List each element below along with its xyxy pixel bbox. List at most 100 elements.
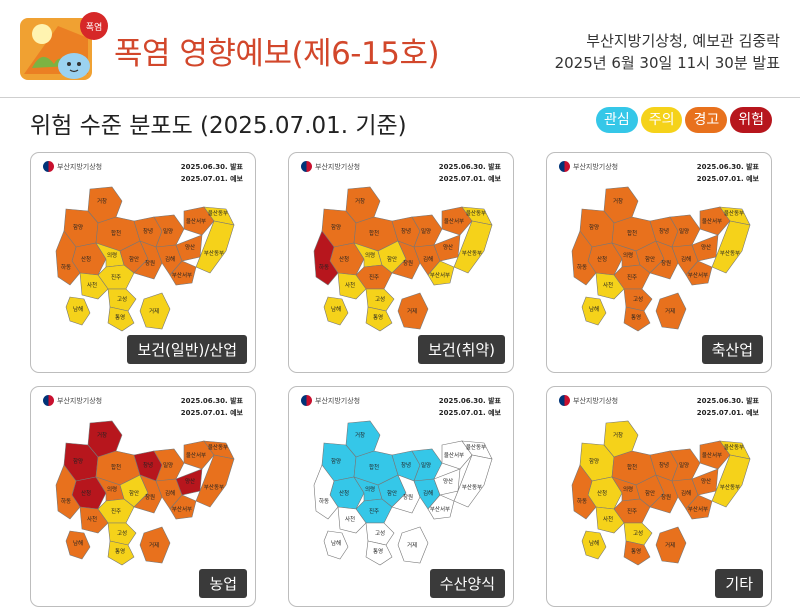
kma-emblem-icon (559, 161, 570, 172)
forecast-date: 2025.07.01. 예보 (438, 175, 501, 183)
region-거제 (655, 292, 687, 330)
region-label: 거제 (665, 307, 675, 315)
region-하동 (55, 464, 81, 520)
card-dates: 2025.06.30. 발표 2025.07.01. 예보 (439, 161, 501, 185)
region-남해 (65, 530, 91, 560)
region-거제 (397, 526, 429, 564)
region-label: 창녕 (401, 461, 411, 469)
region-label: 울산서부 (702, 451, 722, 459)
region-통영 (365, 540, 393, 566)
region-label: 산청 (339, 255, 349, 263)
card-dates: 2025.06.30. 발표 2025.07.01. 예보 (439, 395, 501, 419)
region-label: 밀양 (163, 461, 173, 469)
region-사천 (595, 272, 625, 300)
region-label: 남해 (589, 305, 599, 313)
region-label: 진주 (627, 507, 637, 515)
region-label: 김해 (681, 255, 691, 263)
region-label: 하동 (61, 497, 71, 505)
agency-label: 부산지방기상청 (301, 395, 360, 406)
region-부산동부 (195, 454, 235, 508)
region-울산서부 (183, 206, 215, 236)
region-남해 (581, 530, 607, 560)
agency-text: 부산지방기상청 (573, 162, 619, 171)
region-label: 고성 (375, 295, 385, 303)
region-거제 (655, 526, 687, 564)
issued-date: 2025.06.30. 발표 (180, 163, 243, 171)
region-label: 통영 (115, 547, 125, 555)
region-label: 남해 (73, 305, 83, 313)
region-label: 의령 (107, 485, 117, 493)
region-하동 (571, 230, 597, 286)
region-label: 하동 (319, 263, 329, 271)
region-label: 함안 (645, 489, 655, 497)
region-label: 양산 (185, 243, 195, 251)
region-label: 하동 (319, 497, 329, 505)
region-label: 울산동부 (208, 209, 228, 217)
region-label: 통영 (631, 313, 641, 321)
region-label: 산청 (339, 489, 349, 497)
region-label: 통영 (373, 547, 383, 555)
logo-badge-text: 폭염 (86, 22, 103, 33)
region-부산서부 (169, 260, 197, 286)
issued-date: 2025.06.30. 발표 (696, 397, 759, 405)
region-사천 (337, 506, 367, 534)
region-label: 김해 (165, 255, 175, 263)
region-label: 함양 (589, 457, 599, 465)
agency-label: 부산지방기상청 (559, 395, 618, 406)
region-울산서부 (441, 440, 473, 470)
region-통영 (365, 306, 393, 332)
region-통영 (623, 306, 651, 332)
region-울산서부 (441, 206, 473, 236)
region-울산서부 (183, 440, 215, 470)
issued-date: 2025.06.30. 발표 (180, 397, 243, 405)
region-label: 함안 (387, 489, 397, 497)
region-label: 남해 (331, 539, 341, 547)
sector-label: 기타 (715, 569, 763, 598)
region-label: 부산동부 (462, 483, 482, 491)
heatwave-logo-icon: 폭염 (20, 12, 108, 80)
region-label: 울산서부 (444, 451, 464, 459)
forecast-date: 2025.07.01. 예보 (438, 409, 501, 417)
region-label: 창원 (661, 259, 671, 267)
region-label: 함양 (331, 223, 341, 231)
forecast-date: 2025.07.01. 예보 (180, 409, 243, 417)
region-label: 거제 (407, 307, 417, 315)
region-남해 (581, 296, 607, 326)
region-label: 거창 (355, 431, 365, 439)
region-label: 함양 (73, 223, 83, 231)
header: 폭염 폭염 영향예보(제6-15호) 부산지방기상청, 예보관 김중락 2025… (0, 0, 800, 92)
region-label: 거제 (149, 307, 159, 315)
region-label: 부산서부 (688, 505, 708, 513)
legend-warning: 경고 (685, 107, 728, 133)
agency-text: 부산지방기상청 (57, 396, 103, 405)
region-label: 함양 (73, 457, 83, 465)
region-label: 함안 (645, 255, 655, 263)
forecast-date: 2025.07.01. 예보 (696, 175, 759, 183)
region-label: 함안 (129, 255, 139, 263)
region-label: 고성 (117, 295, 127, 303)
region-남해 (65, 296, 91, 326)
region-부산서부 (685, 494, 713, 520)
region-고성 (623, 288, 653, 312)
region-고성 (365, 522, 395, 546)
region-label: 합천 (369, 229, 379, 237)
region-label: 남해 (589, 539, 599, 547)
agency-label: 부산지방기상청 (301, 161, 360, 172)
region-label: 의령 (107, 251, 117, 259)
region-부산동부 (711, 220, 751, 274)
agency-label: 부산지방기상청 (559, 161, 618, 172)
region-label: 거제 (665, 541, 675, 549)
region-label: 거창 (97, 197, 107, 205)
region-label: 고성 (633, 529, 643, 537)
region-label: 거창 (613, 197, 623, 205)
region-label: 합천 (627, 463, 637, 471)
region-label: 울산동부 (724, 443, 744, 451)
agency-text: 부산지방기상청 (315, 162, 361, 171)
region-label: 밀양 (679, 227, 689, 235)
risk-legend: 관심 주의 경고 위험 (595, 107, 772, 133)
region-부산동부 (453, 454, 493, 508)
region-통영 (107, 306, 135, 332)
sector-label: 보건(일반)/산업 (127, 335, 247, 364)
